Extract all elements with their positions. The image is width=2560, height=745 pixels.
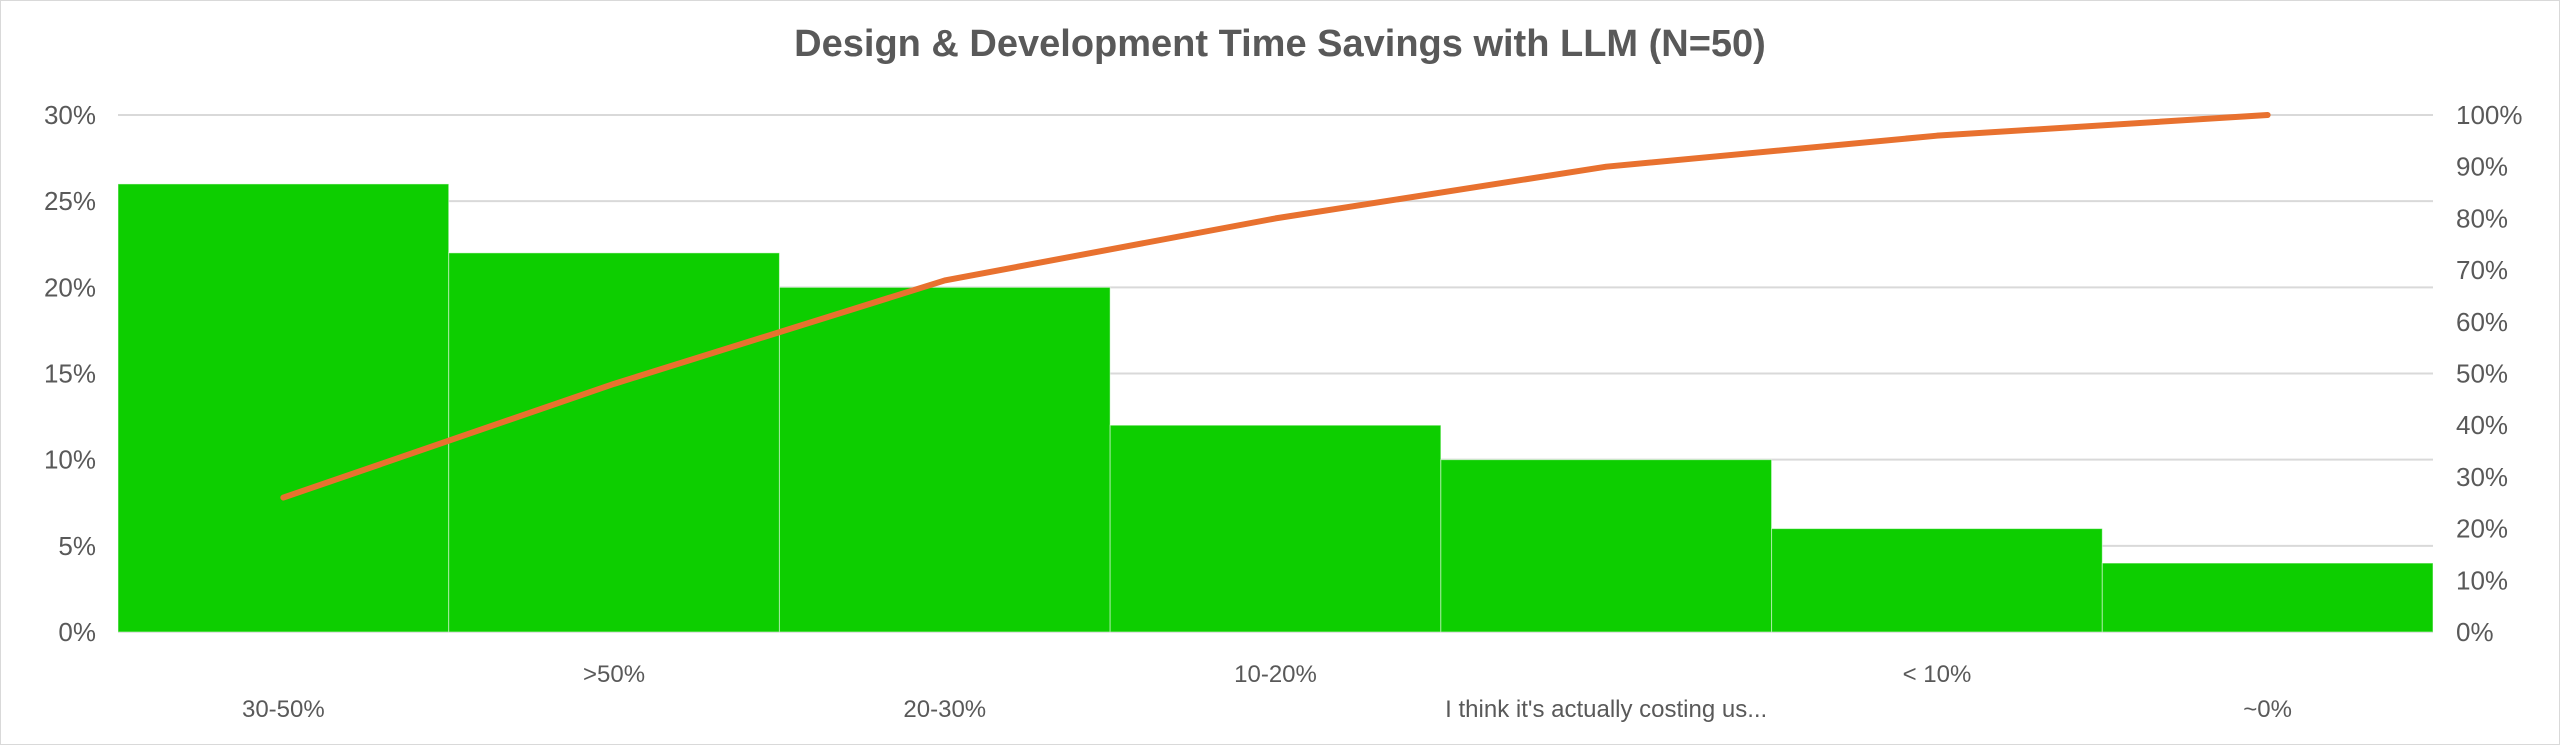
x-category-label: < 10% — [1903, 661, 1972, 688]
y-right-tick-label: 60% — [2456, 307, 2508, 337]
bar — [1109, 424, 1442, 633]
y-left-tick-label: 20% — [44, 272, 96, 302]
x-category-label: >50% — [583, 661, 645, 688]
bar — [778, 286, 1111, 633]
x-category-label: I think it's actually costing us... — [1445, 696, 1767, 723]
y-left-tick-label: 0% — [58, 617, 96, 647]
y-left-tick-label: 5% — [58, 531, 96, 561]
y-right-tick-label: 80% — [2456, 203, 2508, 233]
y-left-tick-label: 15% — [44, 359, 96, 389]
bar — [1771, 528, 2103, 633]
y-right-tick-label: 40% — [2456, 410, 2508, 440]
bar — [448, 252, 780, 633]
x-category-label: 20-30% — [903, 696, 986, 723]
y-right-tick-label: 30% — [2456, 462, 2508, 492]
y-right-tick-label: 20% — [2456, 514, 2508, 544]
cumulative-line — [280, 112, 2271, 501]
y-left-tick-label: 30% — [44, 100, 96, 130]
x-category-label: ~0% — [2243, 696, 2292, 723]
y-right-tick-label: 0% — [2456, 617, 2494, 647]
chart-title: Design & Development Time Savings with L… — [794, 23, 1766, 65]
y-right-tick-label: 70% — [2456, 255, 2508, 285]
bar — [2101, 562, 2434, 633]
bar — [1440, 459, 1773, 633]
y-right-tick-label: 100% — [2456, 100, 2523, 130]
y-right-tick-label: 90% — [2456, 152, 2508, 182]
x-category-label: 30-50% — [242, 696, 325, 723]
y-left-tick-label: 10% — [44, 445, 96, 475]
bar — [117, 183, 450, 633]
x-category-label: 10-20% — [1234, 661, 1317, 688]
y-left-tick-label: 25% — [44, 186, 96, 216]
y-right-tick-label: 50% — [2456, 359, 2508, 389]
y-right-tick-label: 10% — [2456, 565, 2508, 595]
